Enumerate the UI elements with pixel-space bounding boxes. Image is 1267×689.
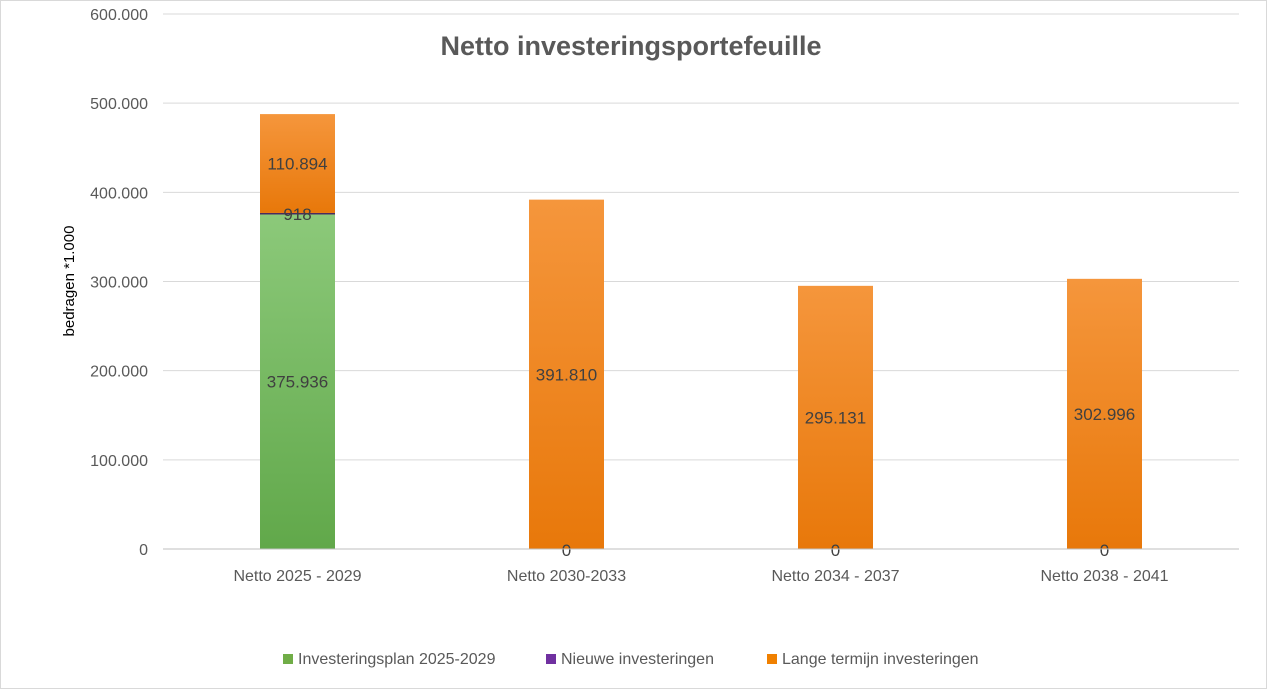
data-label: 0 [831, 541, 840, 560]
y-tick-label: 400.000 [90, 185, 148, 202]
y-tick-label: 0 [139, 542, 148, 559]
data-label: 375.936 [267, 372, 328, 391]
data-label: 295.131 [805, 408, 866, 427]
legend-item: Nieuwe investeringen [546, 651, 714, 668]
y-axis-label: bedragen *1.000 [61, 226, 78, 337]
axes: 0 100.000 200.000 300.000 400.000 500.000 600.… [90, 7, 1239, 585]
data-label: 302.996 [1074, 405, 1135, 424]
data-label: 918 [283, 205, 311, 224]
bar-segment [529, 199, 604, 549]
bar-segment [260, 114, 335, 213]
bar-segment [798, 285, 873, 549]
y-tick-label: 300.000 [90, 275, 148, 292]
legend-label: Investeringsplan 2025-2029 [298, 651, 496, 668]
x-tick-label: Netto 2038 - 2041 [1040, 568, 1168, 585]
legend-label: Lange termijn investeringen [782, 651, 979, 668]
data-label: 0 [562, 541, 571, 560]
y-tick-label: 200.000 [90, 364, 148, 381]
legend-item: Investeringsplan 2025-2029 [283, 651, 496, 668]
chart-title: Netto investeringsportefeuille [440, 31, 821, 61]
y-tick-label: 600.000 [90, 7, 148, 24]
legend-swatch [546, 654, 556, 664]
legend-label: Nieuwe investeringen [561, 651, 714, 668]
bar-segment [260, 212, 335, 215]
bars [260, 114, 1142, 549]
y-tick-label: 500.000 [90, 96, 148, 113]
legend-item: Lange termijn investeringen [767, 651, 979, 668]
legend-swatch [767, 654, 777, 664]
bar-segment [1067, 278, 1142, 549]
data-labels: 375.936 918 110.894 0 391.810 0 295.131 0 302.99… [267, 155, 1135, 560]
data-label: 0 [1100, 541, 1109, 560]
gridlines [163, 13, 1239, 461]
x-tick-label: Netto 2025 - 2029 [233, 568, 361, 585]
legend: Investeringsplan 2025-2029 Nieuwe investe… [283, 651, 979, 668]
bar-segment [260, 213, 335, 549]
legend-swatch [283, 654, 293, 664]
y-tick-label: 100.000 [90, 453, 148, 470]
x-tick-label: Netto 2034 - 2037 [771, 568, 899, 585]
x-tick-label: Netto 2030-2033 [507, 568, 626, 585]
data-label: 391.810 [536, 365, 597, 384]
data-label: 110.894 [267, 155, 327, 174]
